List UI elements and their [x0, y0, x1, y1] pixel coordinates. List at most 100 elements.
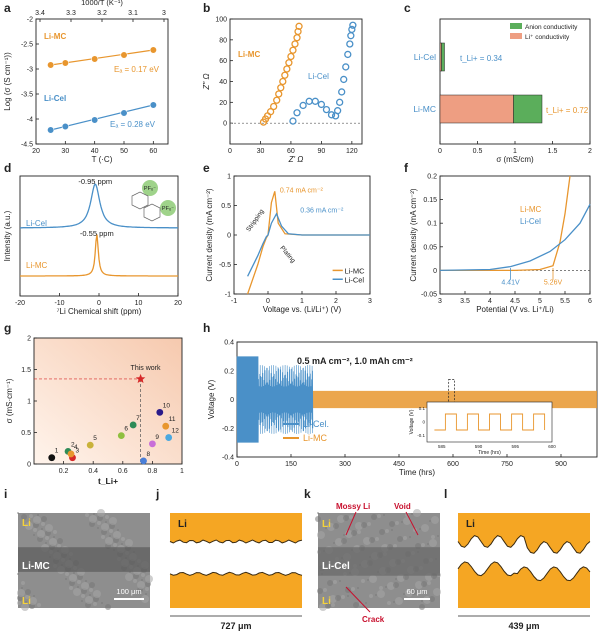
sem-texture [411, 589, 417, 595]
sem-texture [429, 596, 435, 602]
x-tick-label: 20 [32, 148, 40, 155]
inset-x-tick-label: 585 [438, 444, 446, 449]
stripping-label: Stripping [245, 208, 266, 233]
x-tick-label: 150 [285, 461, 297, 468]
sem-texture [333, 580, 337, 584]
panel-letter: k [304, 487, 311, 501]
data-point [344, 50, 352, 59]
sem-texture [369, 594, 373, 598]
sem-texture [385, 586, 387, 588]
li-top-label: Li [322, 519, 331, 530]
inset-x-tick-label: 590 [475, 444, 483, 449]
sem-texture [73, 572, 75, 574]
top-tick-label: 3.2 [97, 10, 107, 17]
panel-letter: b [203, 1, 210, 15]
data-point [149, 46, 157, 54]
sem-texture [429, 520, 431, 522]
pf6-ion-label: PF₆⁻ [144, 186, 156, 192]
sem-texture [419, 604, 425, 610]
sem-texture [17, 512, 19, 514]
data-point [283, 65, 291, 73]
crack-annotation: Crack [362, 615, 385, 624]
y-tick-label: 1 [227, 174, 231, 181]
sem-texture [395, 521, 399, 525]
sem-texture [85, 596, 93, 604]
pf6-ion-label: PF₆⁻ [162, 206, 174, 212]
panel-letter: j [155, 487, 159, 501]
x-tick-label: 300 [339, 461, 351, 468]
sem-texture [403, 517, 411, 525]
sem-texture [393, 544, 397, 548]
inset-trace-mc [434, 413, 546, 431]
x-tick-label: 5.5 [560, 298, 570, 305]
data-point [311, 97, 319, 105]
data-point [289, 117, 297, 125]
data-point [342, 63, 350, 71]
sem-texture [331, 603, 335, 607]
y-tick-label: -4 [27, 117, 33, 124]
y-tick-label: 1.5 [21, 367, 31, 374]
sem-texture [325, 527, 327, 529]
y-tick-label: 0.5 [21, 430, 31, 437]
sem-texture [25, 601, 27, 603]
sem-texture [431, 516, 439, 524]
data-point [162, 422, 170, 430]
sem-texture [395, 578, 397, 580]
data-point [91, 55, 99, 63]
point-label: 12 [172, 428, 180, 435]
sem-texture [37, 603, 41, 607]
sem-texture [333, 523, 339, 529]
electrolyte-layer [18, 547, 150, 572]
sem-texture [21, 581, 25, 585]
sem-texture [89, 594, 91, 596]
sem-texture [125, 539, 133, 547]
sem-texture [113, 531, 121, 539]
li-label: Li [466, 519, 475, 530]
data-point [289, 46, 297, 54]
scale-bar-label: 60 μm [407, 587, 428, 596]
sem-texture [351, 587, 355, 591]
sem-texture [369, 537, 375, 543]
top-tick-label: 3 [162, 10, 166, 17]
data-point [338, 88, 346, 96]
activation-energy-mc: Eₐ = 0.17 eV [114, 65, 160, 74]
x-axis-title: Time (hrs) [399, 468, 435, 477]
panel-letter: f [404, 161, 409, 175]
x-tick-label: 60 [287, 148, 295, 155]
sem-texture [133, 579, 137, 583]
lithium-interface [457, 535, 591, 554]
sem-texture [41, 528, 43, 530]
sem-texture [33, 534, 35, 536]
sem-texture [69, 586, 73, 590]
sem-texture [25, 589, 31, 595]
sem-texture [335, 595, 341, 601]
x-tick-label: 1 [513, 148, 517, 155]
y-tick-label: 0.2 [427, 174, 437, 181]
data-point [61, 122, 69, 131]
x-tick-label: 120 [346, 148, 358, 155]
data-point [285, 59, 293, 67]
top-tick-label: 3.3 [66, 10, 76, 17]
sem-texture [405, 589, 413, 597]
sem-texture [89, 582, 95, 588]
sem-texture [41, 522, 45, 526]
lithium-interface [457, 561, 591, 582]
x-axis-title: Voltage vs. (Li/Li⁺) (V) [263, 305, 342, 314]
y-tick-label: 80 [219, 37, 227, 44]
x-tick-label: 450 [393, 461, 405, 468]
sem-texture [57, 544, 61, 548]
sem-texture [357, 530, 361, 534]
activation-energy-cel: Eₐ = 0.28 eV [110, 120, 156, 129]
y-tick-label: -0.2 [222, 426, 234, 433]
y-tick-label: -3.5 [21, 92, 33, 99]
point-label: 3 [75, 448, 79, 455]
data-point [48, 454, 56, 462]
sem-texture [109, 529, 113, 533]
sem-texture [349, 515, 353, 519]
y-axis-title: Intensity (a.u.) [3, 210, 12, 261]
cellulose-ring-icon [131, 191, 149, 210]
panel-letter: h [203, 321, 210, 335]
inset-x-title: Time (hrs) [478, 450, 501, 456]
x-tick-label: 1.5 [548, 148, 558, 155]
plating-label: Plating [278, 245, 296, 265]
